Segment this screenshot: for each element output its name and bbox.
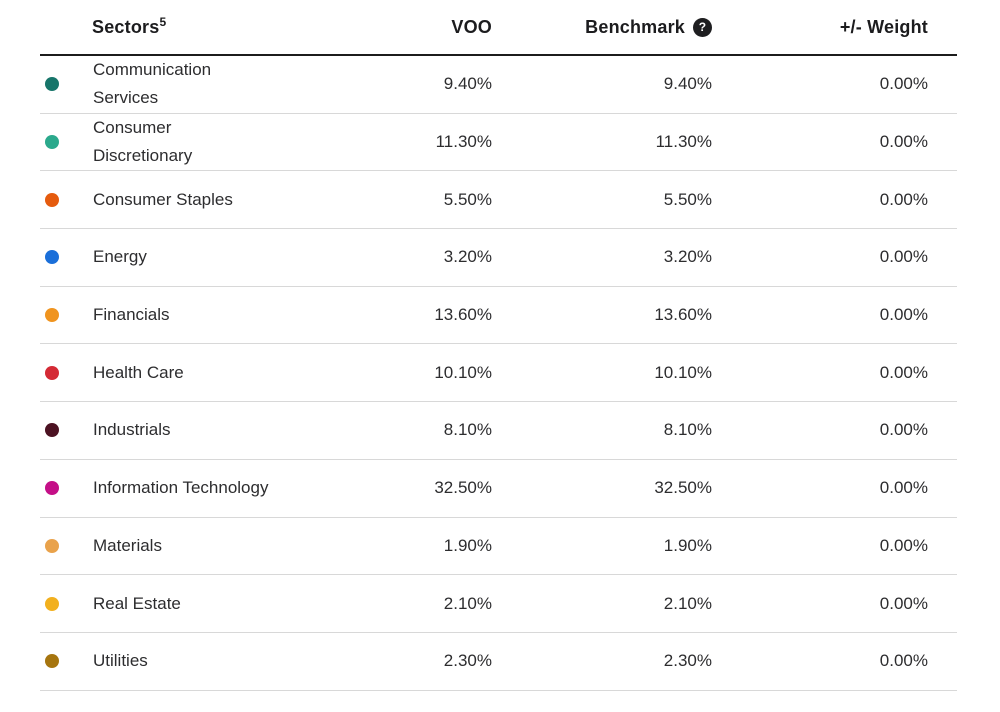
voo-value: 11.30% (435, 132, 492, 152)
table-row: Industrials 8.10% 8.10% 0.00% (40, 402, 957, 460)
sector-dot-icon (45, 423, 59, 438)
sector-cell: Materials (40, 532, 320, 560)
sector-dot-icon (45, 308, 59, 323)
sector-dot-icon (45, 654, 59, 669)
voo-value: 3.20% (443, 247, 492, 267)
table-body: Communication Services 9.40% 9.40% 0.00%… (40, 56, 957, 691)
benchmark-value: 8.10% (663, 420, 712, 440)
sector-name-label: Materials (93, 535, 162, 555)
voo-value: 8.10% (443, 420, 492, 440)
voo-value: 2.10% (443, 593, 492, 613)
voo-value: 5.50% (443, 189, 492, 209)
sector-dot-icon (45, 77, 59, 92)
sector-name-label: Consumer Discretionary (93, 118, 193, 166)
sector-name-label: Consumer Staples (93, 189, 233, 209)
benchmark-value: 1.90% (663, 535, 712, 555)
table-header-row: Sectors5 VOO Benchmark ? +/- Weight (40, 0, 957, 56)
sector-dot-icon (45, 481, 59, 496)
sector-cell: Consumer Staples (40, 186, 320, 214)
table-row: Financials 13.60% 13.60% 0.00% (40, 287, 957, 345)
sector-dot-icon (45, 596, 59, 611)
benchmark-value: 2.30% (663, 651, 712, 671)
table-row: Real Estate 2.10% 2.10% 0.00% (40, 575, 957, 633)
weight-value: 0.00% (879, 478, 928, 498)
column-header-weight: +/- Weight (839, 16, 928, 37)
table-row: Materials 1.90% 1.90% 0.00% (40, 518, 957, 576)
benchmark-value: 13.60% (654, 305, 712, 325)
weight-value: 0.00% (879, 593, 928, 613)
benchmark-help-icon[interactable]: ? (693, 17, 712, 37)
sectors-footnote-superscript: 5 (159, 14, 167, 29)
weight-value: 0.00% (879, 651, 928, 671)
voo-value: 2.30% (443, 651, 492, 671)
sector-cell: Real Estate (40, 590, 320, 618)
table-row: Information Technology 32.50% 32.50% 0.0… (40, 460, 957, 518)
weight-value: 0.00% (879, 305, 928, 325)
sector-cell: Consumer Discretionary (40, 114, 320, 170)
sector-cell: Industrials (40, 416, 320, 444)
sector-cell: Communication Services (40, 56, 320, 112)
sector-dot-icon (45, 250, 59, 265)
sector-cell: Financials (40, 301, 320, 329)
table-row: Consumer Staples 5.50% 5.50% 0.00% (40, 171, 957, 230)
column-header-sectors: Sectors5 (40, 14, 320, 38)
table-row: Consumer Discretionary 11.30% 11.30% 0.0… (40, 114, 957, 172)
weight-value: 0.00% (879, 535, 928, 555)
benchmark-value: 11.30% (655, 132, 712, 152)
sector-name-label: Real Estate (93, 593, 181, 613)
benchmark-value: 5.50% (663, 189, 712, 209)
sector-name-label: Financials (93, 305, 170, 325)
column-header-benchmark: Benchmark ? (492, 17, 712, 38)
benchmark-value: 10.10% (654, 362, 712, 382)
benchmark-value: 2.10% (663, 593, 712, 613)
table-row: Utilities 2.30% 2.30% 0.00% (40, 633, 957, 691)
table-row: Communication Services 9.40% 9.40% 0.00% (40, 56, 957, 114)
sector-name-label: Energy (93, 247, 147, 267)
benchmark-value: 3.20% (663, 247, 712, 267)
benchmark-value: 9.40% (663, 74, 712, 94)
weight-value: 0.00% (879, 247, 928, 267)
table-row: Energy 3.20% 3.20% 0.00% (40, 229, 957, 287)
weight-value: 0.00% (879, 362, 928, 382)
weight-value: 0.00% (879, 420, 928, 440)
sector-name-label: Information Technology (93, 478, 269, 498)
sector-name-label: Health Care (93, 362, 184, 382)
voo-value: 32.50% (434, 478, 492, 498)
sector-cell: Health Care (40, 359, 320, 387)
sector-name-label: Industrials (93, 420, 171, 440)
voo-value: 13.60% (434, 305, 492, 325)
sector-name-label: Utilities (93, 651, 148, 671)
sector-name-label: Communication Services (93, 60, 212, 108)
sector-dot-icon (45, 538, 59, 553)
voo-value: 1.90% (443, 535, 492, 555)
table-row: Health Care 10.10% 10.10% 0.00% (40, 344, 957, 403)
column-header-voo: VOO (451, 16, 492, 37)
sector-cell: Utilities (40, 647, 320, 675)
voo-value: 10.10% (434, 362, 492, 382)
benchmark-header-label: Benchmark (585, 16, 685, 37)
sector-dot-icon (45, 135, 59, 150)
sector-cell: Energy (40, 243, 320, 271)
sector-weighting-table: Sectors5 VOO Benchmark ? +/- Weight Comm… (40, 0, 957, 691)
weight-value: 0.00% (879, 132, 928, 152)
sector-dot-icon (45, 365, 59, 380)
sector-dot-icon (45, 192, 59, 207)
benchmark-value: 32.50% (654, 478, 712, 498)
sector-cell: Information Technology (40, 474, 320, 502)
weight-value: 0.00% (879, 74, 928, 94)
sectors-header-label: Sectors (92, 16, 160, 37)
weight-value: 0.00% (879, 189, 928, 209)
voo-value: 9.40% (443, 74, 492, 94)
